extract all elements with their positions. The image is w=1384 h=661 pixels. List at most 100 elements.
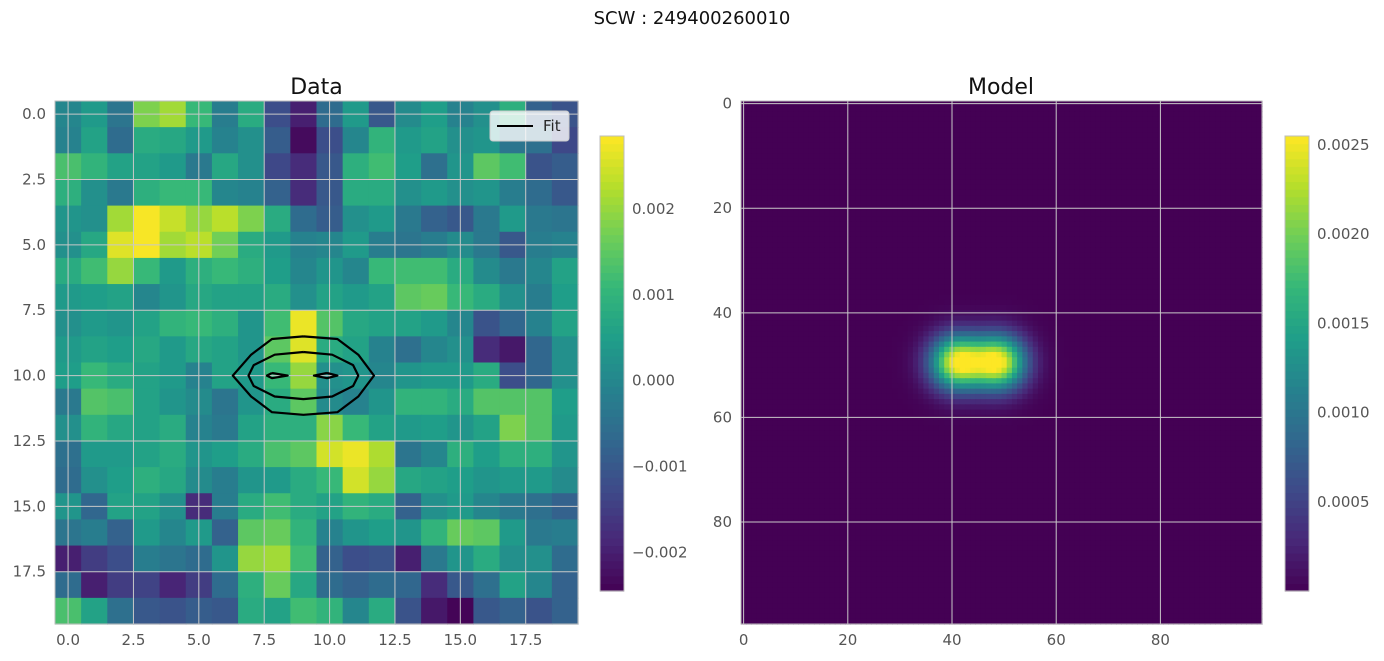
heatmap-cell — [1074, 158, 1081, 165]
heatmap-cell — [902, 242, 909, 249]
heatmap-cell — [897, 236, 904, 243]
heatmap-cell — [368, 467, 396, 494]
heatmap-cell — [1209, 163, 1216, 170]
heatmap-cell — [954, 163, 961, 170]
heatmap-cell — [761, 137, 768, 144]
heatmap-cell — [892, 111, 898, 118]
heatmap-cell — [107, 388, 135, 416]
heatmap-cell — [1178, 121, 1185, 128]
heatmap-cell — [938, 174, 945, 181]
heatmap-cell — [881, 278, 888, 285]
heatmap-cell — [1079, 127, 1086, 133]
heatmap-cell — [746, 299, 753, 306]
heatmap-cell — [787, 127, 794, 133]
heatmap-cell — [787, 273, 794, 280]
heatmap-cell — [965, 284, 971, 290]
heatmap-cell — [756, 278, 763, 285]
heatmap-cell — [959, 111, 966, 118]
heatmap-cell — [767, 158, 773, 165]
heatmap-cell — [829, 132, 836, 139]
colorbar-segment — [600, 151, 624, 160]
heatmap-cell — [1105, 158, 1112, 165]
heatmap-cell — [1126, 168, 1133, 175]
heatmap-cell — [819, 137, 825, 144]
heatmap-cell — [1037, 200, 1044, 207]
heatmap-cell — [980, 168, 987, 175]
colorbar-tick-label: 0.002 — [632, 200, 675, 218]
heatmap-cell — [1199, 174, 1206, 181]
heatmap-cell — [824, 315, 831, 322]
heatmap-cell — [985, 284, 992, 290]
heatmap-cell — [892, 331, 898, 337]
heatmap-cell — [1256, 137, 1263, 144]
heatmap-cell — [1189, 231, 1195, 238]
heatmap-cell — [1194, 174, 1201, 181]
heatmap-cell — [1220, 148, 1227, 154]
heatmap-cell — [1064, 116, 1070, 123]
heatmap-cell — [902, 231, 909, 238]
heatmap-cell — [793, 158, 799, 165]
heatmap-cell — [834, 294, 841, 301]
heatmap-cell — [933, 278, 940, 285]
heatmap-cell — [829, 252, 836, 259]
heatmap-cell — [1006, 153, 1013, 160]
heatmap-cell — [1100, 252, 1107, 259]
heatmap-cell — [1027, 210, 1034, 217]
heatmap-cell — [1043, 210, 1049, 217]
heatmap-cell — [159, 467, 187, 494]
heatmap-cell — [813, 195, 820, 201]
heatmap-cell — [1152, 242, 1159, 249]
heatmap-cell — [985, 221, 992, 228]
heatmap-cell — [918, 236, 924, 243]
heatmap-cell — [1163, 189, 1169, 196]
heatmap-cell — [1090, 153, 1096, 160]
heatmap-cell — [1043, 111, 1049, 118]
heatmap-cell — [897, 325, 904, 332]
heatmap-cell — [159, 179, 187, 207]
heatmap-cell — [368, 440, 396, 468]
heatmap-cell — [1173, 210, 1180, 217]
heatmap-cell — [928, 111, 935, 118]
heatmap-cell — [751, 137, 758, 144]
heatmap-cell — [1027, 106, 1034, 113]
colorbar-segment — [600, 446, 624, 456]
heatmap-cell — [892, 278, 898, 285]
heatmap-cell — [1048, 299, 1055, 306]
heatmap-cell — [1178, 142, 1185, 149]
heatmap-cell — [1220, 304, 1227, 311]
heatmap-cell — [473, 179, 501, 207]
heatmap-cell — [871, 242, 878, 249]
heatmap-cell — [803, 299, 810, 306]
heatmap-cell — [782, 331, 789, 337]
heatmap-cell — [1246, 121, 1253, 128]
heatmap-cell — [1064, 132, 1070, 139]
heatmap-cell — [944, 200, 950, 207]
heatmap-cell — [813, 325, 820, 332]
heatmap-cell — [1022, 137, 1029, 144]
heatmap-cell — [1121, 263, 1128, 269]
heatmap-cell — [808, 158, 815, 165]
colorbar-segment — [600, 462, 624, 471]
heatmap-cell — [1189, 252, 1195, 259]
heatmap-cell — [1235, 231, 1242, 238]
heatmap-cell — [1037, 242, 1044, 249]
heatmap-cell — [1152, 163, 1159, 170]
heatmap-cell — [1074, 273, 1081, 280]
heatmap-cell — [1090, 294, 1096, 301]
heatmap-cell — [1022, 252, 1029, 259]
heatmap-cell — [855, 127, 862, 133]
heatmap-cell — [970, 137, 977, 144]
heatmap-cell — [975, 195, 982, 201]
heatmap-cell — [1110, 247, 1117, 254]
heatmap-cell — [933, 158, 940, 165]
heatmap-cell — [1194, 236, 1201, 243]
heatmap-cell — [1064, 257, 1070, 264]
heatmap-cell — [1168, 179, 1175, 186]
heatmap-cell — [819, 158, 825, 165]
heatmap-cell — [798, 111, 805, 118]
heatmap-cell — [808, 179, 815, 186]
heatmap-cell — [1178, 273, 1185, 280]
heatmap-cell — [1246, 315, 1253, 322]
heatmap-cell — [1006, 315, 1013, 322]
heatmap-cell — [1147, 331, 1154, 337]
